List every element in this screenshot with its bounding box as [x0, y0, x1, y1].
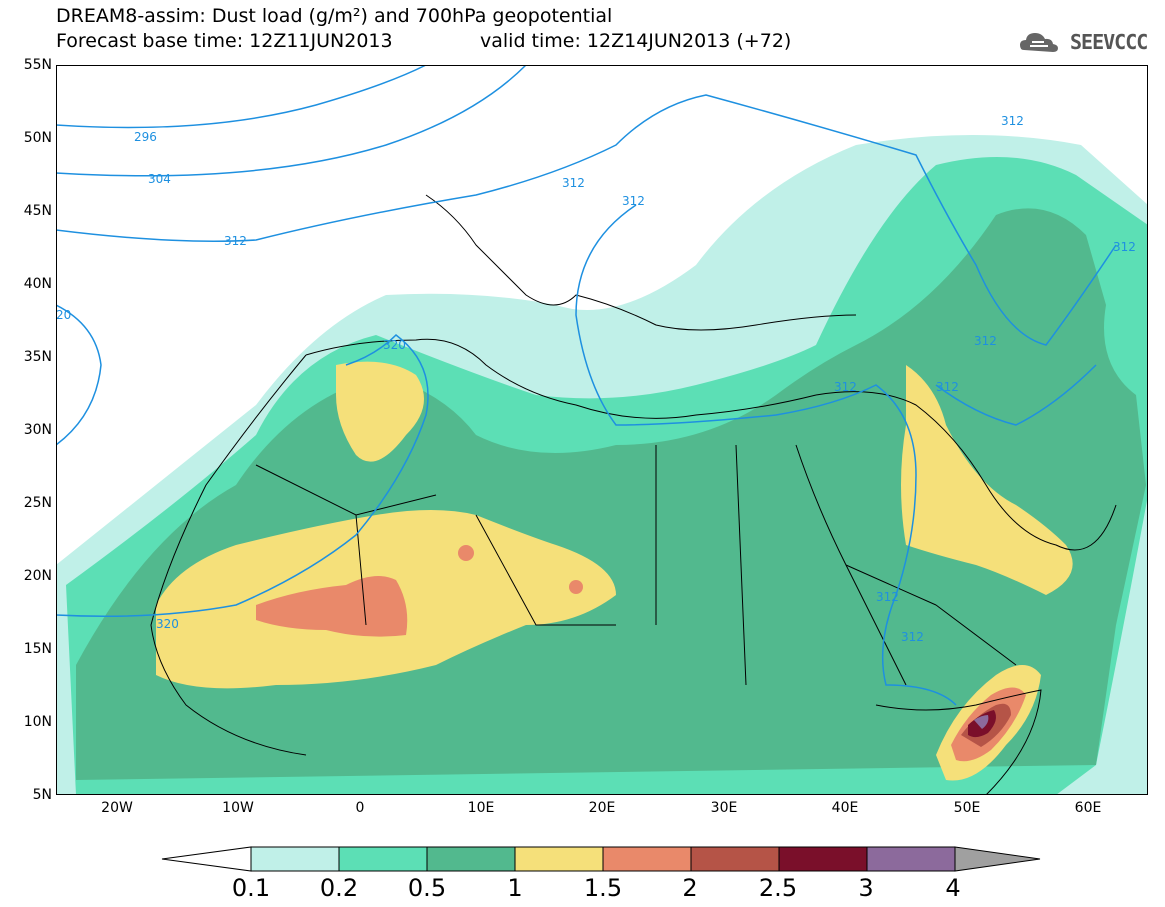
lon-label: 20E — [588, 800, 616, 816]
contour-label-312f: 312 — [974, 334, 997, 348]
contour-label-320b: 320 — [156, 617, 179, 631]
dust-zone-horn-4 — [974, 715, 989, 729]
colorbar-label: 4 — [945, 874, 961, 902]
colorbar-swatch — [690, 846, 780, 872]
lat-label: 5N — [32, 787, 52, 803]
contour-label-312b: 312 — [562, 176, 585, 190]
coastline-horn — [875, 689, 1042, 795]
lon-label: 30E — [710, 800, 738, 816]
contour-label-312g: 312 — [936, 380, 959, 394]
colorbar-label: 2 — [682, 874, 698, 902]
dust-zone-1-north — [336, 361, 424, 462]
valid-time: valid time: 12Z14JUN2013 (+72) — [480, 30, 792, 52]
contour-label-312e: 312 — [1113, 240, 1136, 254]
colorbar-label: 1.5 — [583, 874, 623, 902]
contour-312-med — [575, 204, 957, 706]
contour-312-west — [56, 94, 1117, 346]
lat-label: 55N — [23, 57, 52, 73]
lon-label: 20W — [101, 800, 133, 816]
colorbar-label: 0.1 — [231, 874, 271, 902]
lon-label: 50E — [953, 800, 981, 816]
border-lines — [255, 444, 1017, 686]
colorbar-label: 2.5 — [758, 874, 798, 902]
lon-label: 10W — [222, 800, 254, 816]
colorbar-label: 1 — [507, 874, 523, 902]
colorbar-label: 3 — [858, 874, 874, 902]
lat-label: 40N — [23, 276, 52, 292]
contour-label-20: 20 — [56, 308, 71, 322]
lat-label: 35N — [23, 349, 52, 365]
colorbar-swatch — [602, 846, 692, 872]
map-title: DREAM8-assim: Dust load (g/m²) and 700hP… — [56, 5, 613, 27]
contour-label-312j: 312 — [901, 630, 924, 644]
contour-label-312h: 312 — [834, 380, 857, 394]
contour-label-320a: 320 — [383, 338, 406, 352]
colorbar-arrow-low — [161, 846, 252, 872]
colorbar-swatch — [778, 846, 868, 872]
dust-map: 296 304 312 320 20 312 312 312 312 312 3… — [56, 65, 1148, 795]
colorbar-swatch — [866, 846, 956, 872]
contour-label-312i: 312 — [876, 590, 899, 604]
lat-label: 15N — [23, 641, 52, 657]
contour-label-304: 304 — [148, 172, 171, 186]
lon-label: 60E — [1074, 800, 1102, 816]
colorbar-label: 0.5 — [407, 874, 447, 902]
lon-label: 40E — [831, 800, 859, 816]
contour-296 — [56, 65, 427, 129]
colorbar — [161, 846, 1041, 872]
contour-label-312d: 312 — [1001, 114, 1024, 128]
contour-label-312a: 312 — [224, 234, 247, 248]
contour-320 — [56, 334, 429, 617]
lat-label: 50N — [23, 130, 52, 146]
colorbar-swatch — [250, 846, 340, 872]
cloud-logo-icon — [1020, 33, 1058, 52]
contour-304 — [56, 65, 527, 177]
colorbar-swatch — [514, 846, 604, 872]
contour-label-296: 296 — [134, 130, 157, 144]
contour-20 — [56, 304, 102, 446]
coastline-africa-west — [150, 354, 307, 756]
forecast-base-time: Forecast base time: 12Z11JUN2013 — [56, 30, 393, 52]
colorbar-arrow-high — [954, 846, 1041, 872]
colorbar-swatch — [338, 846, 428, 872]
lat-label: 25N — [23, 495, 52, 511]
coastline-europe — [425, 194, 857, 331]
contour-312-east — [935, 364, 1097, 426]
lat-label: 45N — [23, 203, 52, 219]
colorbar-swatch — [426, 846, 516, 872]
lon-label: 10E — [467, 800, 495, 816]
dust-zone-1-arabia — [901, 365, 1073, 595]
lat-label: 30N — [23, 422, 52, 438]
lat-label: 10N — [23, 714, 52, 730]
lat-label: 20N — [23, 568, 52, 584]
logo-text: SEEVCCC — [1070, 30, 1148, 54]
dust-zone-1-5 — [256, 576, 408, 637]
colorbar-label: 0.2 — [319, 874, 359, 902]
contour-label-312c: 312 — [622, 194, 645, 208]
dust-spot-b — [569, 580, 583, 594]
lon-label: 0 — [355, 800, 365, 816]
dust-spot-a — [458, 545, 474, 561]
